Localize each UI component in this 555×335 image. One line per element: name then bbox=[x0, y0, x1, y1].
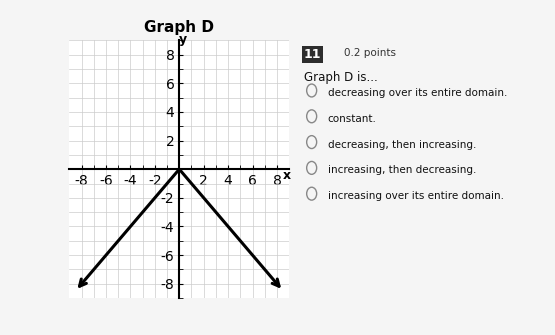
Text: constant.: constant. bbox=[327, 114, 376, 124]
Text: 0.2 points: 0.2 points bbox=[344, 48, 396, 58]
Text: x: x bbox=[282, 169, 291, 182]
Text: increasing, then decreasing.: increasing, then decreasing. bbox=[327, 165, 476, 176]
Text: 11: 11 bbox=[304, 48, 321, 61]
Text: Graph D is...: Graph D is... bbox=[304, 71, 377, 84]
Title: Graph D: Graph D bbox=[144, 20, 214, 35]
Text: increasing over its entire domain.: increasing over its entire domain. bbox=[327, 191, 503, 201]
Text: decreasing over its entire domain.: decreasing over its entire domain. bbox=[327, 88, 507, 98]
Text: y: y bbox=[179, 33, 187, 46]
Text: decreasing, then increasing.: decreasing, then increasing. bbox=[327, 140, 476, 150]
